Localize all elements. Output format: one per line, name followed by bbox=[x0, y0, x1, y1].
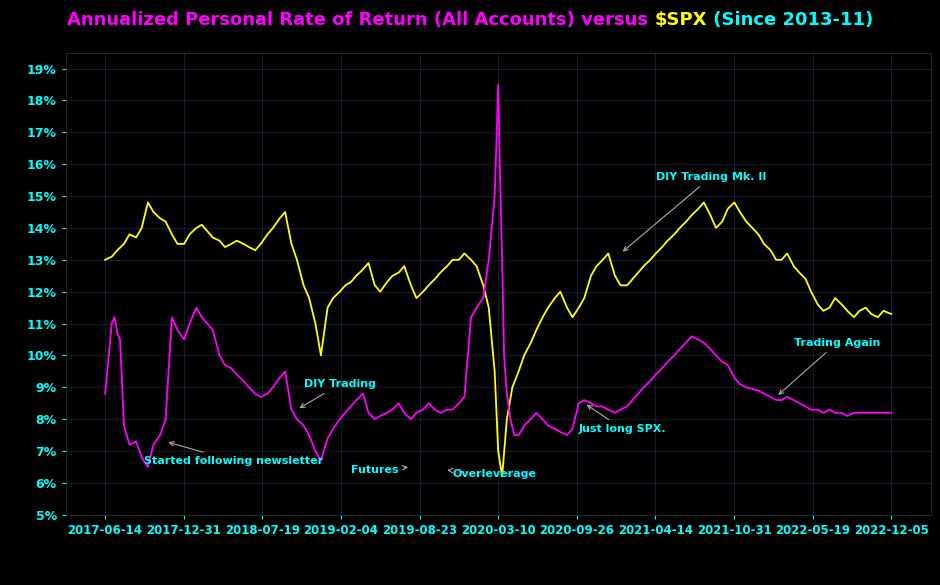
Text: DIY Trading Mk. II: DIY Trading Mk. II bbox=[623, 172, 766, 251]
Text: (Since 2013-11): (Since 2013-11) bbox=[707, 12, 873, 29]
Text: Annualized Personal Rate of Return (All Accounts) versus: Annualized Personal Rate of Return (All … bbox=[67, 12, 654, 29]
Text: Trading Again: Trading Again bbox=[779, 338, 880, 394]
Text: $SPX: $SPX bbox=[654, 12, 707, 29]
Text: Overleverage: Overleverage bbox=[448, 469, 537, 479]
Text: Just long SPX.: Just long SPX. bbox=[579, 405, 666, 434]
Text: DIY Trading: DIY Trading bbox=[301, 379, 376, 408]
Text: Futures: Futures bbox=[352, 465, 407, 476]
Text: Started following newsletter: Started following newsletter bbox=[144, 442, 322, 466]
